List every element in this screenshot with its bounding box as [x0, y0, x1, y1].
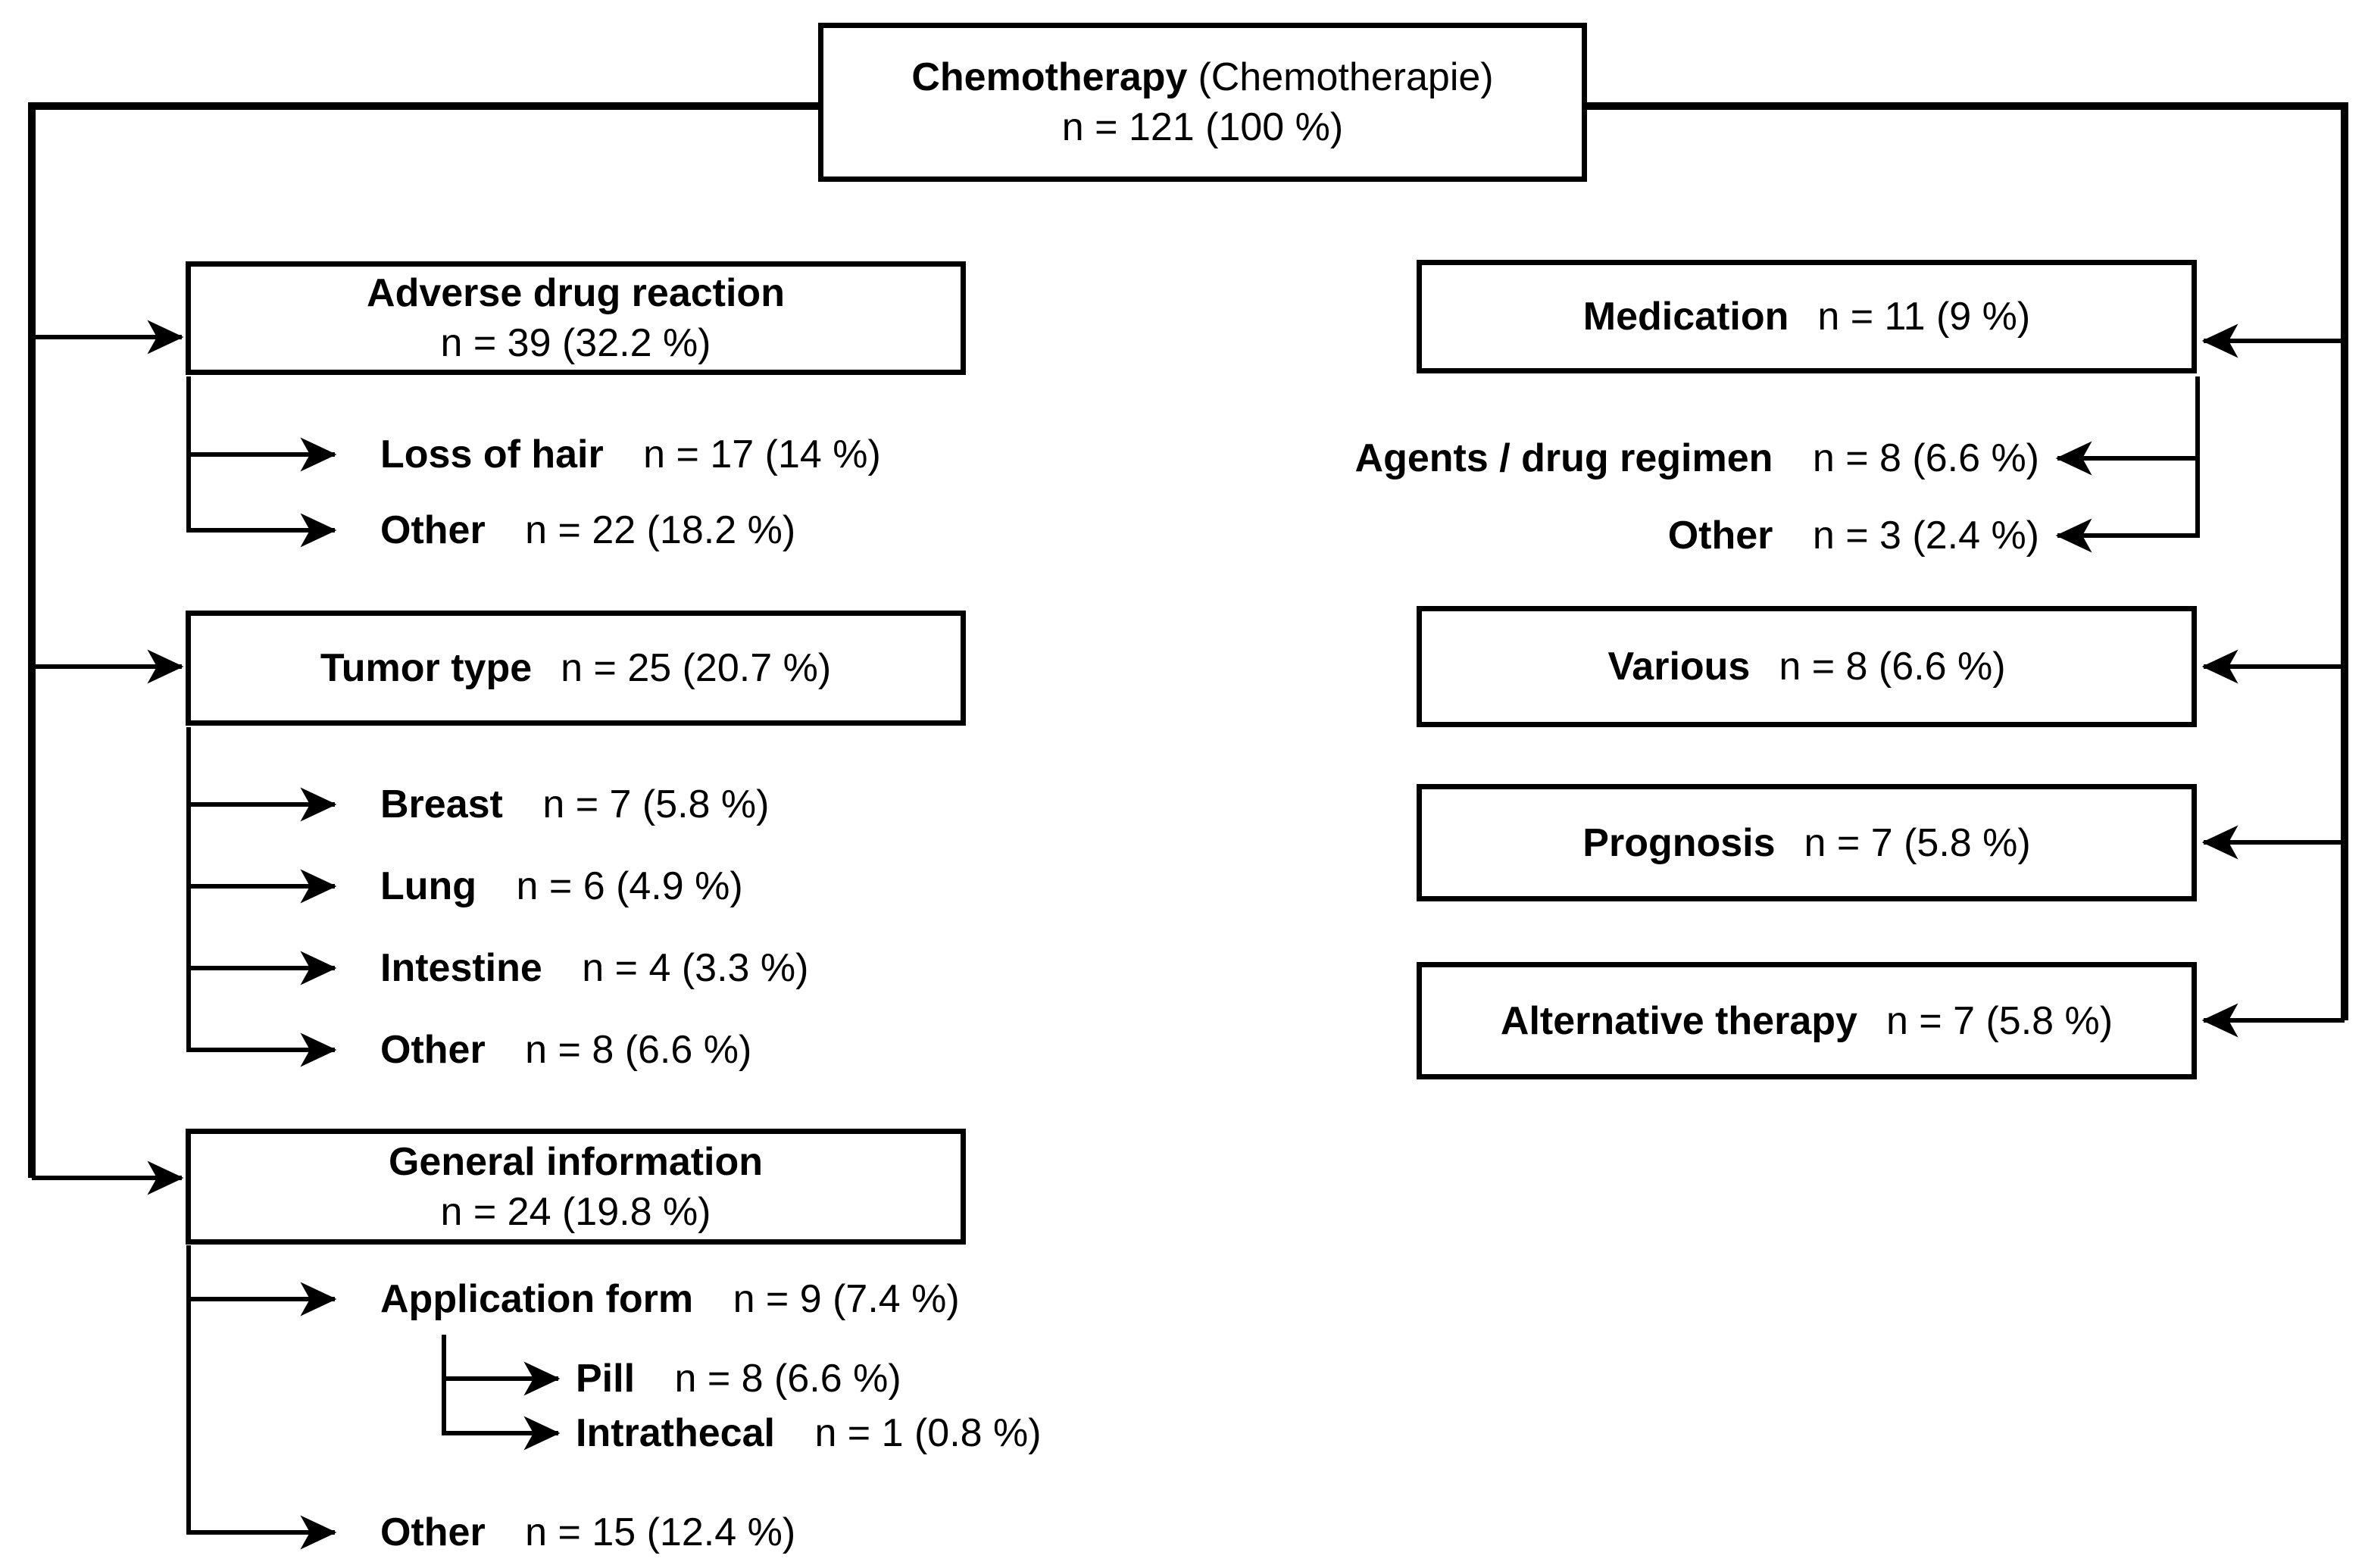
- leaf-application-form: Application form n = 9 (7.4 %): [380, 1273, 960, 1326]
- leaf-intrathecal: Intrathecal n = 1 (0.8 %): [576, 1407, 1042, 1460]
- node-label: General information: [388, 1139, 764, 1184]
- node-label: Adverse drug reaction: [367, 271, 785, 315]
- node-label: Medication: [1582, 295, 1789, 339]
- node-value: n = 39 (32.2 %): [440, 321, 711, 365]
- leaf-label: Other: [380, 508, 486, 552]
- leaf-label: Other: [1667, 514, 1773, 558]
- arrow-to-other-general: [186, 1245, 337, 1550]
- leaf-value: n = 7 (5.8 %): [542, 782, 770, 826]
- node-value: n = 8 (6.6 %): [1779, 645, 2006, 689]
- leaf-lung: Lung n = 6 (4.9 %): [380, 860, 743, 913]
- arrow-to-intrathecal: [442, 1335, 561, 1451]
- leaf-label: Lung: [380, 864, 477, 908]
- branch-arrows: [32, 320, 2345, 1550]
- node-medication: Medication n = 11 (9 %): [1417, 260, 2197, 373]
- arrow-to-other-medication: [2055, 376, 2200, 553]
- node-general-information: General information n = 24 (19.8 %): [186, 1129, 966, 1245]
- leaf-value: n = 4 (3.3 %): [582, 946, 809, 990]
- node-value: n = 121 (100 %): [1061, 105, 1344, 149]
- node-tumor-type: Tumor type n = 25 (20.7 %): [186, 611, 966, 726]
- leaf-label: Intrathecal: [576, 1411, 775, 1455]
- leaf-label: Application form: [380, 1277, 694, 1321]
- node-adverse-drug-reaction: Adverse drug reaction n = 39 (32.2 %): [186, 261, 966, 375]
- leaf-value: n = 3 (2.4 %): [1812, 514, 2039, 558]
- leaf-breast: Breast n = 7 (5.8 %): [380, 778, 769, 831]
- node-label: Various: [1607, 645, 1751, 689]
- node-value: n = 24 (19.8 %): [440, 1189, 711, 1234]
- leaf-value: n = 8 (6.6 %): [674, 1357, 901, 1401]
- node-label: Tumor type: [320, 646, 533, 690]
- leaf-other-medication: Other n = 3 (2.4 %): [1668, 509, 2039, 562]
- leaf-label: Agents / drug regimen: [1354, 436, 1773, 480]
- leaf-value: n = 8 (6.6 %): [1812, 436, 2039, 480]
- leaf-intestine: Intestine n = 4 (3.3 %): [380, 942, 808, 995]
- node-chemotherapy: Chemotherapy (Chemotherapie) n = 121 (100…: [818, 23, 1587, 182]
- node-various: Various n = 8 (6.6 %): [1417, 606, 2197, 727]
- node-label: Chemotherapy: [911, 55, 1188, 99]
- leaf-label: Other: [380, 1028, 486, 1072]
- node-label-suffix: (Chemotherapie): [1198, 55, 1494, 99]
- leaf-other-general: Other n = 15 (12.4 %): [380, 1506, 795, 1559]
- leaf-value: n = 9 (7.4 %): [733, 1277, 960, 1321]
- leaf-agents-drug-regimen: Agents / drug regimen n = 8 (6.6 %): [1355, 432, 2039, 485]
- node-alternative-therapy: Alternative therapy n = 7 (5.8 %): [1417, 962, 2197, 1079]
- leaf-value: n = 15 (12.4 %): [525, 1510, 796, 1554]
- node-label: Prognosis: [1582, 820, 1776, 865]
- leaf-label: Other: [380, 1510, 486, 1554]
- leaf-loss-of-hair: Loss of hair n = 17 (14 %): [380, 428, 881, 481]
- node-label: Alternative therapy: [1500, 998, 1857, 1043]
- arrow-to-other-adr: [186, 376, 337, 548]
- node-prognosis: Prognosis n = 7 (5.8 %): [1417, 784, 2197, 901]
- leaf-value: n = 17 (14 %): [643, 433, 881, 476]
- arrow-to-other-tumor: [186, 727, 337, 1067]
- node-value: n = 7 (5.8 %): [1885, 998, 2114, 1043]
- leaf-value: n = 22 (18.2 %): [525, 508, 796, 552]
- leaf-other-tumor: Other n = 8 (6.6 %): [380, 1023, 751, 1076]
- leaf-label: Pill: [576, 1357, 636, 1401]
- node-value: n = 25 (20.7 %): [561, 646, 832, 690]
- node-chemotherapy-title: Chemotherapy (Chemotherapie): [911, 52, 1493, 102]
- leaf-value: n = 6 (4.9 %): [516, 864, 743, 908]
- leaf-other-adr: Other n = 22 (18.2 %): [380, 504, 795, 557]
- left-trunk-line: [28, 102, 818, 1178]
- right-trunk-line: [1587, 102, 2348, 1020]
- leaf-value: n = 8 (6.6 %): [525, 1028, 752, 1072]
- node-value: n = 11 (9 %): [1817, 295, 2031, 339]
- leaf-pill: Pill n = 8 (6.6 %): [576, 1352, 901, 1405]
- leaf-label: Loss of hair: [380, 433, 604, 476]
- leaf-value: n = 1 (0.8 %): [814, 1411, 1042, 1455]
- leaf-label: Breast: [380, 782, 503, 826]
- node-value: n = 7 (5.8 %): [1804, 820, 2031, 865]
- leaf-label: Intestine: [380, 946, 542, 990]
- trunk-connectors: [28, 102, 2348, 1178]
